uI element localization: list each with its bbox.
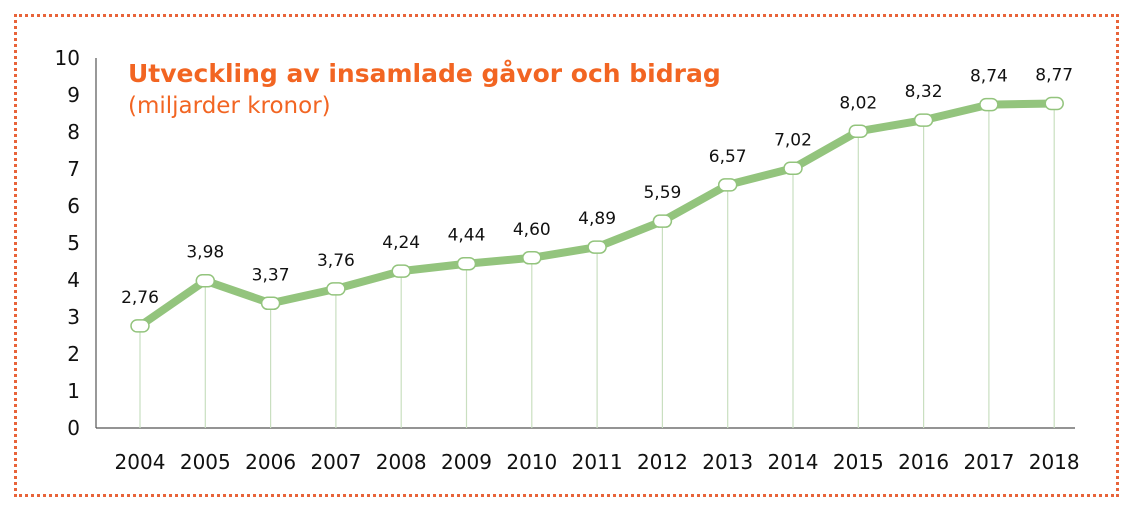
x-tick-label: 2010 (506, 450, 557, 474)
x-tick-label: 2013 (702, 450, 753, 474)
y-tick-label: 10 (55, 46, 80, 70)
y-tick-labels: 0 1 2 3 4 5 6 7 8 9 10 (55, 46, 80, 440)
data-point (848, 124, 869, 139)
data-point (783, 161, 803, 176)
data-point (391, 264, 411, 278)
x-tick-label: 2014 (768, 450, 819, 474)
y-tick-label: 0 (67, 416, 80, 440)
data-point (587, 240, 607, 254)
data-point (717, 178, 738, 192)
data-label: 3,76 (317, 251, 355, 271)
x-tick-label: 2004 (115, 450, 166, 474)
chart-subtitle: (miljarder kronor) (128, 93, 331, 119)
data-point (1044, 96, 1064, 111)
data-label: 4,60 (513, 220, 551, 240)
data-point (913, 113, 934, 127)
title-block: Utveckling av insamlade gåvor och bidrag… (128, 58, 721, 122)
data-labels: 2,76 3,98 3,37 3,76 4,24 4,44 4,60 4,89 5,59 6,57… (121, 66, 1073, 308)
x-tick-label: 2007 (310, 450, 361, 474)
y-tick-label: 6 (67, 194, 80, 218)
data-point (326, 282, 346, 296)
y-tick-label: 3 (67, 305, 80, 329)
data-label: 7,02 (774, 130, 812, 150)
data-point (979, 97, 999, 112)
data-label: 8,77 (1035, 66, 1073, 86)
data-point (260, 296, 281, 311)
x-tick-label: 2008 (376, 450, 427, 474)
data-label: 5,59 (643, 183, 681, 203)
x-tick-label: 2006 (245, 450, 296, 474)
y-tick-label: 1 (67, 379, 80, 403)
x-tick-label: 2018 (1029, 450, 1080, 474)
y-tick-label: 9 (67, 83, 80, 107)
y-tick-label: 2 (67, 342, 80, 366)
axes (95, 58, 1075, 429)
data-label: 8,32 (905, 82, 943, 102)
data-label: 6,57 (709, 147, 747, 167)
x-tick-labels: 2004 2005 2006 2007 2008 2009 2010 2011 2012 2013… (115, 450, 1080, 474)
x-tick-label: 2005 (180, 450, 231, 474)
x-tick-label: 2012 (637, 450, 688, 474)
data-points (130, 96, 1064, 333)
y-tick-label: 7 (67, 157, 80, 181)
y-tick-label: 8 (67, 120, 80, 144)
y-tick-label: 4 (67, 268, 80, 292)
data-point (652, 214, 673, 228)
x-tick-label: 2015 (833, 450, 884, 474)
data-label: 2,76 (121, 288, 159, 308)
data-point (195, 273, 216, 288)
data-point (130, 319, 150, 333)
data-label: 8,02 (839, 93, 877, 113)
chart-title: Utveckling av insamlade gåvor och bidrag (128, 59, 721, 88)
data-point (456, 256, 477, 271)
data-label: 4,44 (448, 226, 486, 246)
chart-frame (14, 14, 1119, 497)
x-tick-label: 2016 (898, 450, 949, 474)
drop-lines (139, 103, 1055, 428)
x-tick-label: 2009 (441, 450, 492, 474)
data-label: 8,74 (970, 67, 1008, 87)
x-tick-label: 2011 (572, 450, 623, 474)
data-label: 3,98 (186, 243, 224, 263)
data-label: 4,89 (578, 209, 616, 229)
data-point (522, 251, 542, 265)
y-tick-label: 5 (67, 231, 80, 255)
x-tick-label: 2017 (963, 450, 1014, 474)
data-label: 4,24 (382, 233, 420, 253)
data-label: 3,37 (252, 265, 290, 285)
